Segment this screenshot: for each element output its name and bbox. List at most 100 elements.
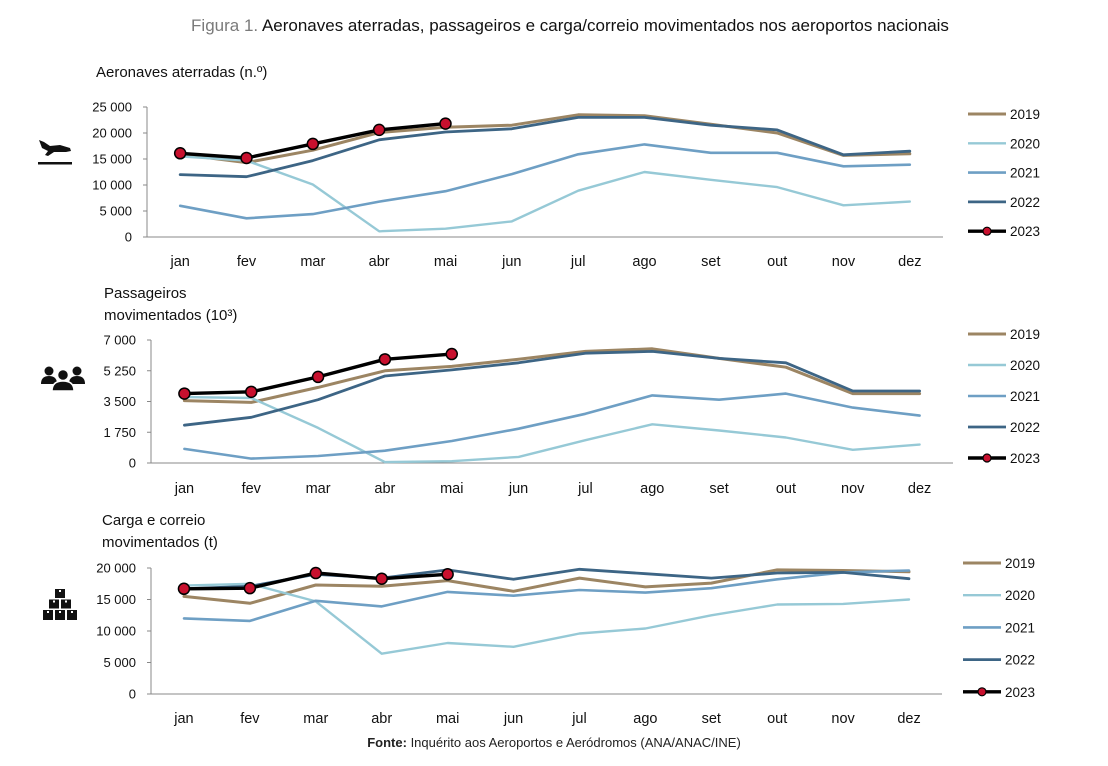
x-tick-label: ago — [632, 254, 656, 270]
series-line-2022 — [182, 349, 921, 427]
data-point-2023 — [311, 370, 325, 384]
x-tick-label: set — [701, 254, 720, 270]
y-tick-label: 1 750 — [103, 425, 136, 440]
data-point-2023 — [240, 151, 253, 165]
legend-label-2021: 2021 — [1010, 166, 1040, 181]
x-tick-label: mar — [300, 254, 325, 270]
data-point-2023 — [378, 353, 392, 366]
legend-label-2020: 2020 — [1010, 136, 1040, 151]
data-point-2023 — [245, 385, 258, 399]
series-line-2021 — [182, 569, 911, 623]
x-tick-label: mar — [306, 481, 331, 497]
x-tick-label: mai — [434, 254, 457, 270]
legend-label-2022: 2022 — [1010, 420, 1040, 435]
legend-label-2019: 2019 — [1010, 107, 1040, 122]
data-point-2023 — [439, 117, 452, 130]
y-tick-label: 20 000 — [92, 126, 132, 141]
y-tick-label: 5 250 — [103, 363, 136, 378]
x-tick-label: mar — [303, 711, 328, 727]
series-line-2020 — [182, 582, 911, 655]
x-tick-label: dez — [898, 254, 921, 270]
x-tick-label: ago — [633, 711, 657, 727]
legend-label-2021: 2021 — [1005, 620, 1035, 635]
y-tick-label: 0 — [125, 230, 132, 245]
x-tick-label: fev — [240, 711, 260, 727]
series-line-2019 — [182, 568, 911, 605]
source-text: Inquérito aos Aeroportos e Aeródromos (A… — [410, 735, 741, 750]
x-tick-label: mai — [436, 711, 459, 727]
x-tick-label: abr — [369, 254, 390, 270]
legend-label-2023: 2023 — [1010, 451, 1040, 466]
y-tick-label: 0 — [129, 456, 136, 471]
y-tick-label: 0 — [129, 687, 136, 702]
legend-marker-2023 — [982, 226, 992, 236]
series-line-2021 — [178, 143, 912, 220]
x-tick-label: set — [709, 481, 728, 497]
x-tick-label: jun — [501, 254, 521, 270]
data-point-2023 — [375, 572, 388, 585]
legend-label-2021: 2021 — [1010, 389, 1040, 404]
figure-label: Figura 1. — [191, 16, 259, 35]
legend-label-2022: 2022 — [1010, 195, 1040, 210]
legend-label-2019: 2019 — [1005, 556, 1035, 571]
x-tick-label: abr — [374, 481, 395, 497]
chart-2-title: Passageiros movimentados (10³) — [104, 285, 238, 324]
x-tick-label: mai — [440, 481, 463, 497]
x-tick-label: fev — [242, 481, 262, 497]
legend-label-2020: 2020 — [1005, 588, 1035, 603]
series-line-2020 — [178, 155, 911, 233]
legend-label-2020: 2020 — [1010, 358, 1040, 373]
figure-title-text: Aeronaves aterradas, passageiros e carga… — [261, 16, 949, 35]
data-point-2023 — [173, 147, 187, 160]
x-tick-label: out — [767, 254, 787, 270]
legend-label-2019: 2019 — [1010, 327, 1040, 342]
x-tick-label: out — [767, 711, 787, 727]
data-point-2023 — [178, 387, 191, 400]
x-tick-label: jun — [508, 481, 528, 497]
x-tick-label: nov — [841, 481, 865, 497]
x-tick-label: dez — [908, 481, 931, 497]
chart-1-title: Aeronaves aterradas (n.º) — [96, 64, 268, 81]
figure-title: Figura 1. Aeronaves aterradas, passageir… — [0, 16, 1108, 36]
data-point-2023 — [372, 123, 386, 137]
figure-source: Fonte: Inquérito aos Aeroportos e Aeródr… — [0, 735, 1108, 750]
x-tick-label: jan — [169, 254, 189, 270]
data-point-2023 — [306, 137, 320, 151]
series-line-2020 — [183, 395, 921, 464]
x-tick-label: dez — [897, 711, 920, 727]
x-tick-label: ago — [640, 481, 664, 497]
x-tick-label: jan — [174, 481, 194, 497]
y-tick-label: 3 500 — [103, 394, 136, 409]
x-tick-label: jul — [571, 711, 587, 727]
source-label: Fonte: — [367, 735, 407, 750]
people-icon — [41, 366, 85, 392]
y-tick-label: 5 000 — [99, 204, 132, 219]
legend-marker-2023 — [982, 453, 992, 463]
airplane-landing-icon — [38, 140, 72, 165]
data-point-2023 — [441, 568, 454, 581]
chart-3-title: Carga e correio movimentados (t) — [102, 512, 218, 551]
series-line-2019 — [178, 113, 912, 165]
y-tick-label: 20 000 — [96, 561, 136, 576]
legend-label-2023: 2023 — [1005, 685, 1035, 700]
x-tick-label: jul — [577, 481, 593, 497]
boxes-icon — [43, 589, 77, 620]
data-point-2023 — [309, 566, 323, 580]
data-point-2023 — [445, 347, 458, 361]
x-tick-label: jun — [503, 711, 523, 727]
x-tick-label: nov — [832, 254, 856, 270]
x-tick-label: jan — [173, 711, 193, 727]
x-tick-label: out — [776, 481, 796, 497]
x-tick-label: jul — [570, 254, 586, 270]
y-tick-label: 7 000 — [103, 333, 136, 348]
x-tick-label: abr — [371, 711, 392, 727]
series-line-2019 — [182, 347, 922, 404]
legend-label-2023: 2023 — [1010, 224, 1040, 239]
data-point-2023 — [177, 582, 191, 596]
x-tick-label: fev — [237, 254, 257, 270]
y-tick-label: 5 000 — [103, 655, 136, 670]
y-tick-label: 10 000 — [96, 624, 136, 639]
